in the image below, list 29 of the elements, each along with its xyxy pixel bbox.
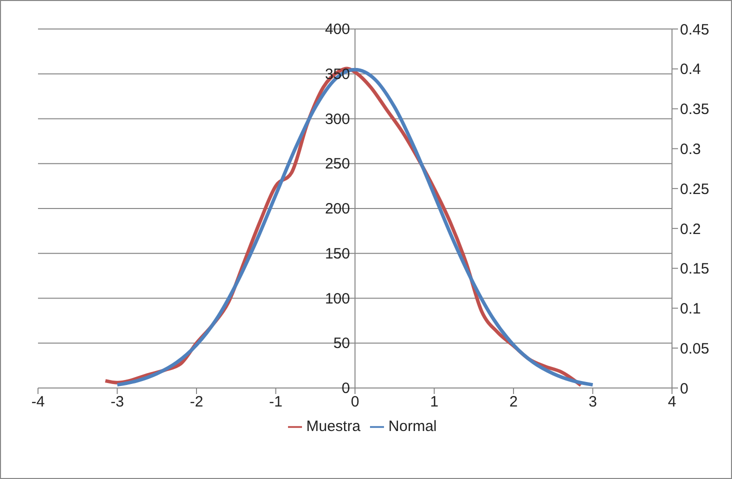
y-tick-label: 250: [324, 156, 350, 173]
y2-tick-label: 0.35: [680, 101, 710, 118]
y2-tick-label: 0.1: [680, 300, 701, 318]
x-tick-label: -1: [269, 394, 282, 411]
x-tick-label: 4: [668, 394, 676, 411]
y2-tick-label: 0.3: [680, 140, 701, 158]
x-tick-label: 2: [509, 394, 518, 411]
x-tick-label: 1: [430, 394, 438, 411]
y2-tick-label: 0: [680, 380, 688, 398]
y2-tick-label: 0.2: [680, 220, 701, 238]
x-tick-label: 3: [588, 394, 597, 411]
y-tick-label: 150: [324, 245, 350, 262]
x-tick-label: -4: [31, 394, 45, 411]
y-tick-label: 200: [324, 200, 350, 218]
y-tick-label: 350: [324, 66, 350, 83]
x-tick-label: -3: [110, 394, 124, 411]
y-tick-label: 300: [324, 110, 350, 128]
y2-tick-label: 0.05: [680, 340, 710, 358]
x-tick-label: -2: [190, 394, 204, 411]
legend-label: Normal: [388, 418, 437, 435]
y-tick-label: 400: [324, 21, 350, 38]
y2-tick-label: 0.15: [680, 260, 710, 278]
y-tick-label: 100: [324, 290, 350, 308]
y2-tick-label: 0.4: [680, 61, 701, 78]
y2-tick-label: 0.45: [680, 21, 710, 38]
y-tick-label: 50: [333, 335, 350, 352]
y2-tick-label: 0.25: [680, 180, 710, 198]
legend-label: Muestra: [306, 418, 360, 435]
y-tick-label: 0: [342, 380, 350, 397]
